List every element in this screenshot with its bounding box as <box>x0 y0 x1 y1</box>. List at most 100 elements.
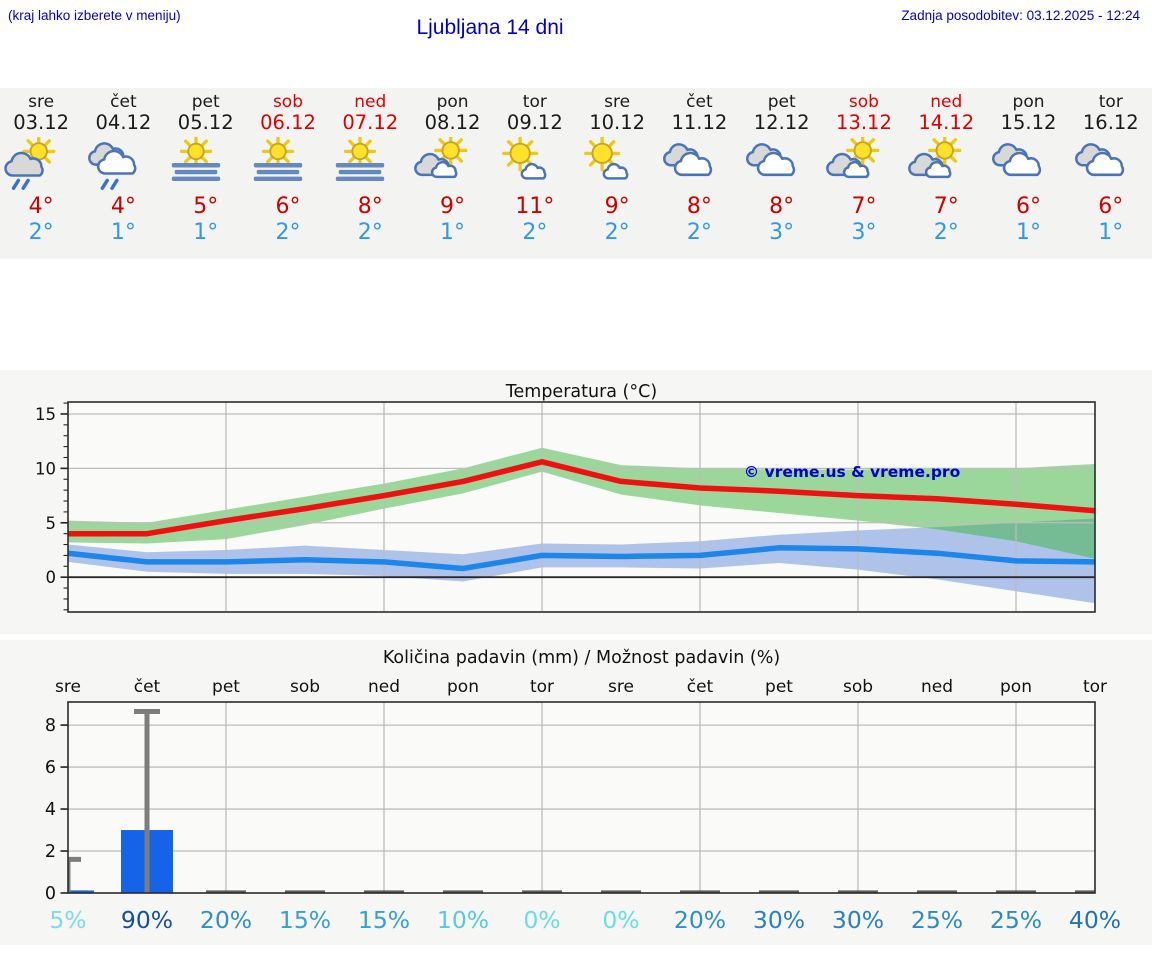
weather-icon <box>741 137 823 191</box>
day-column: sob 13.12 7° 3° <box>823 88 905 259</box>
day-name: tor <box>522 92 547 112</box>
low-temp: 2° <box>28 220 54 245</box>
page-title: Ljubljana 14 dni <box>416 16 564 39</box>
svg-text:10: 10 <box>35 459 56 478</box>
low-temp: 2° <box>604 220 630 245</box>
high-temp: 6° <box>1098 194 1124 219</box>
watermark-link[interactable]: © vreme.us & vreme.pro <box>744 463 960 481</box>
day-name: sre <box>604 92 631 112</box>
svg-text:sob: sob <box>843 677 873 697</box>
precip-probability: 15% <box>279 906 331 934</box>
day-name: čet <box>110 92 137 112</box>
sun-cloud-rain-icon <box>4 137 56 190</box>
day-date: 13.12 <box>836 111 892 134</box>
svg-text:Temperatura (°C): Temperatura (°C) <box>505 382 657 402</box>
day-name: pet <box>191 92 220 112</box>
precip-probability: 40% <box>1069 906 1121 934</box>
svg-text:pet: pet <box>212 677 240 697</box>
svg-text:0: 0 <box>46 568 57 587</box>
clouds-icon <box>745 143 795 177</box>
day-date: 03.12 <box>13 111 70 134</box>
svg-text:Količina padavin (mm) / Možnos: Količina padavin (mm) / Možnost padavin … <box>383 648 780 668</box>
weather-icon <box>0 137 82 191</box>
day-date: 16.12 <box>1082 111 1139 134</box>
day-name: pon <box>1012 92 1045 112</box>
weather-icon <box>411 137 493 191</box>
svg-text:6: 6 <box>45 758 56 778</box>
day-date: 12.12 <box>753 111 810 134</box>
precip-probability: 0% <box>523 906 560 934</box>
high-temp: 4° <box>110 194 136 219</box>
sun-cloud-icon <box>414 137 468 179</box>
sun-cloud-icon <box>825 137 880 179</box>
day-date: 14.12 <box>918 111 975 134</box>
svg-text:čet: čet <box>687 677 714 697</box>
high-temp: 8° <box>769 194 795 219</box>
day-column: ned 07.12 8° 2° <box>329 88 411 259</box>
weather-icon <box>658 137 740 191</box>
precip-probability: 0% <box>602 906 639 934</box>
temperature-chart: Temperatura (°C) 0 5 10 15 © vreme.us & vreme… <box>35 382 1096 613</box>
precip-probability: 30% <box>832 906 884 934</box>
svg-text:pon: pon <box>1000 677 1032 697</box>
high-temp: 5° <box>193 194 219 219</box>
precipitation-chart-section: Količina padavin (mm) / Možnost padavin … <box>0 640 1152 945</box>
svg-text:ned: ned <box>368 677 400 697</box>
weather-icon <box>1070 137 1152 191</box>
precip-probability: 20% <box>674 906 726 934</box>
high-temp: 7° <box>933 194 959 219</box>
high-temp: 6° <box>1016 194 1042 219</box>
fog-sun-icon <box>171 137 220 182</box>
low-temp: 2° <box>275 220 301 245</box>
weather-icon <box>905 137 987 191</box>
day-column: čet 04.12 4° 1° <box>82 88 164 259</box>
clouds-icon <box>1074 143 1124 177</box>
forecast-strip: sre 03.12 4° 2° čet 04.12 4° 1° pet 05.12 5° 1° sob 0… <box>0 88 1152 259</box>
fog-sun-icon <box>253 137 303 182</box>
day-name: pet <box>767 92 796 112</box>
day-column: čet 11.12 8° 2° <box>658 88 740 259</box>
day-name: sre <box>28 92 55 112</box>
day-date: 11.12 <box>671 111 728 134</box>
low-temp: 1° <box>1016 220 1042 245</box>
day-date: 05.12 <box>177 111 234 134</box>
day-date: 06.12 <box>260 111 316 134</box>
weather-icon <box>329 137 411 191</box>
svg-text:2: 2 <box>45 842 56 862</box>
last-updated: Zadnja posodobitev: 03.12.2025 - 12:24 <box>901 8 1140 23</box>
low-temp: 1° <box>193 220 219 245</box>
day-date: 08.12 <box>424 111 481 134</box>
low-temp: 3° <box>851 220 877 245</box>
weather-icon <box>165 137 247 191</box>
precip-probability: 30% <box>753 906 805 934</box>
day-column: pet 12.12 8° 3° <box>741 88 823 259</box>
day-date: 07.12 <box>342 111 399 134</box>
day-name: sob <box>848 92 879 112</box>
svg-text:tor: tor <box>1083 677 1107 697</box>
precip-probability: 90% <box>121 906 173 934</box>
day-name: tor <box>1098 92 1123 112</box>
day-column: tor 09.12 11° 2° <box>494 88 576 259</box>
high-temp: 9° <box>440 194 466 219</box>
svg-text:15: 15 <box>35 405 56 424</box>
sun-small-cloud-icon <box>501 137 547 180</box>
high-temp: 7° <box>851 194 877 219</box>
day-date: 15.12 <box>1000 111 1057 134</box>
high-temp: 9° <box>604 194 630 219</box>
low-temp: 2° <box>686 220 712 245</box>
high-temp: 8° <box>357 194 383 219</box>
svg-text:0: 0 <box>45 884 56 904</box>
svg-text:čet: čet <box>134 677 161 697</box>
day-column: sre 03.12 4° 2° <box>0 88 82 259</box>
weather-icon <box>987 137 1069 191</box>
day-name: ned <box>930 92 963 112</box>
clouds-icon <box>663 143 713 177</box>
precip-probability: 20% <box>200 906 252 934</box>
day-column: tor 16.12 6° 1° <box>1070 88 1152 259</box>
sun-cloud-icon <box>908 137 962 179</box>
day-column: sre 10.12 9° 2° <box>576 88 658 259</box>
day-column: pet 05.12 5° 1° <box>165 88 247 259</box>
weather-icon <box>494 137 576 191</box>
fog-sun-icon <box>335 137 385 182</box>
